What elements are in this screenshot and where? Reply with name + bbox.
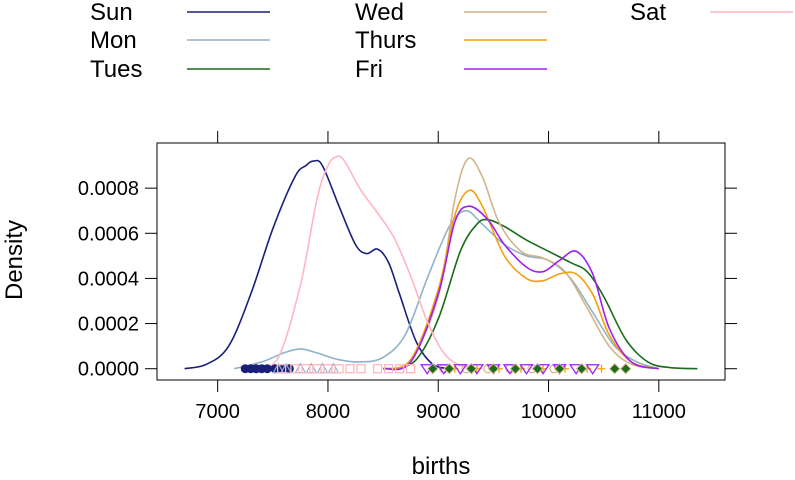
rug-point-sat <box>345 364 355 374</box>
rug-points <box>240 362 632 375</box>
legend-label-thurs: Thurs <box>355 27 416 54</box>
legend-label-sun: Sun <box>90 0 133 26</box>
rug-point-mon <box>305 362 318 374</box>
rug-point-sat <box>394 364 405 374</box>
rug-point-fri <box>519 364 534 375</box>
rug-point-mon <box>327 362 340 374</box>
curve-fri <box>382 205 659 371</box>
rug-point-fri <box>453 364 468 375</box>
y-tick-label: 0.0000 <box>78 359 139 381</box>
x-tick-label: 9000 <box>416 401 461 423</box>
plot-border <box>156 142 726 381</box>
right-axis-ticks <box>725 187 737 370</box>
rug-point-tues <box>620 363 632 375</box>
x-axis: 7000 8000 9000 10000 11000 <box>195 380 686 423</box>
y-tick-label: 0.0002 <box>78 314 139 336</box>
y-tick-label: 0.0008 <box>78 178 139 200</box>
rug-point-mon <box>294 362 307 374</box>
rug-point-sat <box>276 364 287 374</box>
x-tick-label: 11000 <box>632 401 686 423</box>
rug-point-sat <box>406 364 416 374</box>
y-tick-label: 0.0006 <box>78 223 139 245</box>
rug-point-sun <box>262 364 272 374</box>
curve-sun <box>184 159 450 370</box>
legend-label-mon: Mon <box>90 27 137 54</box>
y-tick-label: 0.0004 <box>78 268 139 290</box>
rug-point-fri <box>585 364 600 375</box>
curve-thurs <box>382 189 659 370</box>
rug-point-thurs <box>597 364 606 373</box>
rug-point-sat <box>290 364 300 374</box>
rug-point-sat <box>312 364 322 374</box>
curve-tues <box>393 218 698 370</box>
rug-point-sat <box>356 364 366 374</box>
rug-point-tues <box>487 363 500 375</box>
x-tick-label: 8000 <box>306 401 351 423</box>
rug-point-sat <box>323 364 333 374</box>
rug-point-tues <box>509 363 522 375</box>
rug-point-tues <box>427 363 439 375</box>
legend-label-fri: Fri <box>355 56 383 83</box>
curve-sat <box>255 155 483 370</box>
x-tick-label: 7000 <box>195 401 240 423</box>
top-axis-ticks <box>217 131 660 143</box>
legend-label-wed: Wed <box>355 0 404 26</box>
rug-point-tues <box>443 363 455 375</box>
rug-point-mon <box>316 362 329 374</box>
rug-point-sat <box>334 364 344 374</box>
plot-frame <box>156 142 726 381</box>
legend-label-tues: Tues <box>90 56 142 83</box>
rug-point-tues <box>575 363 588 375</box>
legend-label-sat: Sat <box>630 0 666 26</box>
rug-point-tues <box>531 363 544 375</box>
y-axis-title: Density <box>1 220 28 300</box>
rug-point-sat <box>301 364 311 374</box>
rug-point-sat <box>372 364 383 374</box>
y-axis: 0.0000 0.0002 0.0004 0.0006 0.0008 <box>78 178 157 381</box>
density-curves <box>184 155 698 371</box>
rug-point-tues <box>553 363 566 375</box>
x-axis-title: births <box>412 453 471 480</box>
rug-point-sat <box>383 364 394 374</box>
rug-point-tues <box>465 363 478 375</box>
x-tick-label: 10000 <box>521 401 577 423</box>
curve-mon <box>234 209 660 370</box>
rug-point-tues <box>609 363 621 375</box>
